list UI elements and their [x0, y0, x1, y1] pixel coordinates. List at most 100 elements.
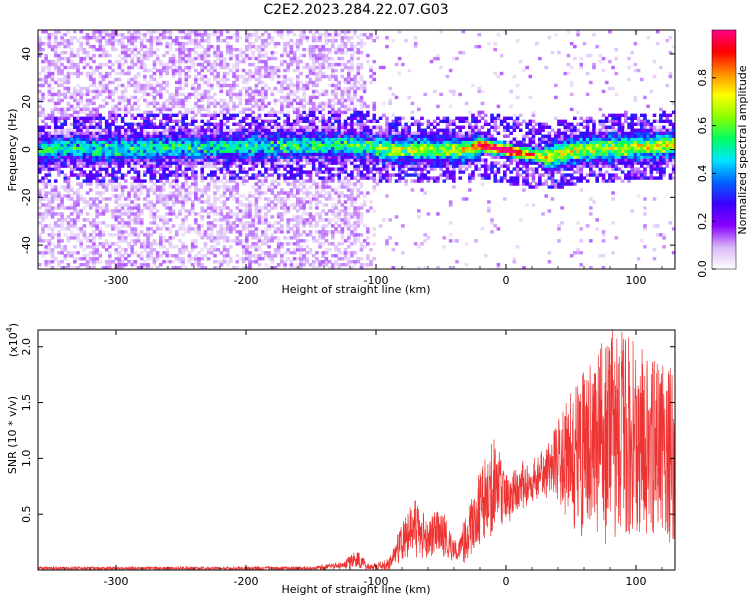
heatmap-cell — [139, 38, 144, 43]
heatmap-cell — [38, 53, 42, 58]
heatmap-cell — [254, 260, 259, 264]
heatmap-cell — [283, 47, 287, 52]
heatmap-cell — [117, 62, 122, 67]
heatmap-cell — [181, 152, 185, 156]
heatmap-cell — [216, 242, 220, 246]
heatmap-cell — [324, 134, 329, 138]
heatmap-cell — [187, 158, 192, 162]
heatmap-cell — [66, 224, 71, 228]
heatmap-cell — [117, 83, 122, 88]
heatmap-cell — [117, 38, 122, 43]
heatmap-cell — [251, 92, 255, 97]
heatmap-cell — [139, 122, 144, 126]
heatmap-cell — [66, 149, 71, 153]
heatmap-cell — [245, 89, 249, 94]
heatmap-cell — [289, 77, 294, 82]
heatmap-cell — [117, 194, 122, 198]
heatmap-cell — [260, 242, 265, 246]
heatmap-cell — [88, 164, 93, 168]
heatmap-cell — [235, 218, 240, 222]
heatmap-cell — [232, 71, 236, 76]
heatmap-cell — [127, 152, 131, 156]
heatmap-cell — [47, 179, 52, 183]
heatmap-cell — [308, 50, 313, 55]
heatmap-cell — [350, 173, 354, 177]
heatmap-cell — [136, 221, 141, 225]
heatmap-cell — [229, 137, 233, 141]
heatmap-cell — [38, 170, 42, 174]
heatmap-cell — [178, 134, 182, 138]
heatmap-cell — [203, 92, 208, 97]
heatmap-cell — [213, 209, 217, 213]
heatmap-cell — [159, 233, 163, 237]
heatmap-cell — [197, 134, 201, 138]
heatmap-cell — [305, 149, 310, 153]
heatmap-cell — [308, 251, 313, 255]
heatmap-cell — [53, 104, 58, 109]
heatmap-cell — [324, 32, 329, 37]
heatmap-cell — [174, 80, 179, 85]
heatmap-cell — [111, 116, 115, 121]
heatmap-cell — [219, 251, 224, 255]
heatmap-cell — [232, 149, 236, 153]
heatmap-cell — [206, 233, 211, 237]
heatmap-cell — [219, 104, 224, 109]
heatmap-cell — [276, 143, 281, 147]
heatmap-cell — [327, 128, 332, 132]
heatmap-cell — [206, 149, 211, 153]
heatmap-cell — [73, 167, 77, 171]
heatmap-cell — [130, 116, 134, 121]
heatmap-cell — [260, 149, 265, 153]
heatmap-cell — [38, 140, 42, 144]
heatmap-cell — [219, 50, 224, 55]
heatmap-cell — [245, 221, 249, 225]
heatmap-cell — [146, 254, 150, 258]
heatmap-cell — [257, 185, 262, 189]
heatmap-cell — [213, 164, 217, 168]
heatmap-cell — [318, 212, 322, 216]
heatmap-cell — [311, 65, 316, 70]
heatmap-cell — [264, 140, 268, 144]
heatmap-cell — [200, 155, 205, 159]
heatmap-cell — [165, 179, 169, 183]
heatmap-cell — [53, 131, 58, 135]
heatmap-cell — [222, 152, 227, 156]
heatmap-cell — [181, 131, 185, 135]
heatmap-cell — [124, 95, 128, 100]
heatmap-cell — [60, 41, 64, 46]
heatmap-cell — [69, 143, 74, 147]
heatmap-cell — [168, 254, 173, 258]
heatmap-cell — [38, 191, 42, 195]
heatmap-cell — [130, 83, 134, 88]
heatmap-cell — [73, 224, 77, 228]
heatmap-cell — [57, 161, 61, 165]
heatmap-cell — [200, 53, 205, 58]
heatmap-cell — [85, 164, 90, 168]
heatmap-cell — [206, 236, 211, 240]
heatmap-cell — [184, 125, 189, 129]
heatmap-cell — [337, 47, 341, 52]
heatmap-cell — [264, 155, 268, 159]
heatmap-cell — [200, 143, 205, 147]
heatmap-cell — [79, 239, 83, 243]
heatmap-cell — [178, 80, 182, 85]
heatmap-cell — [101, 30, 106, 34]
heatmap-cell — [108, 137, 112, 141]
heatmap-cell — [276, 200, 281, 204]
heatmap-cell — [353, 200, 357, 204]
heatmap-cell — [108, 149, 112, 153]
heatmap-cell — [273, 254, 278, 258]
heatmap-cell — [238, 89, 243, 94]
heatmap-cell — [232, 116, 236, 121]
heatmap-cell — [92, 260, 96, 264]
heatmap-cell — [264, 176, 268, 180]
heatmap-cell — [104, 260, 109, 264]
heatmap-cell — [133, 218, 138, 222]
heatmap-cell — [251, 158, 255, 162]
heatmap-cell — [133, 80, 138, 85]
heatmap-cell — [203, 146, 208, 150]
heatmap-cell — [38, 149, 42, 153]
heatmap-cell — [337, 167, 341, 171]
heatmap-cell — [57, 170, 61, 174]
heatmap-cell — [66, 194, 71, 198]
